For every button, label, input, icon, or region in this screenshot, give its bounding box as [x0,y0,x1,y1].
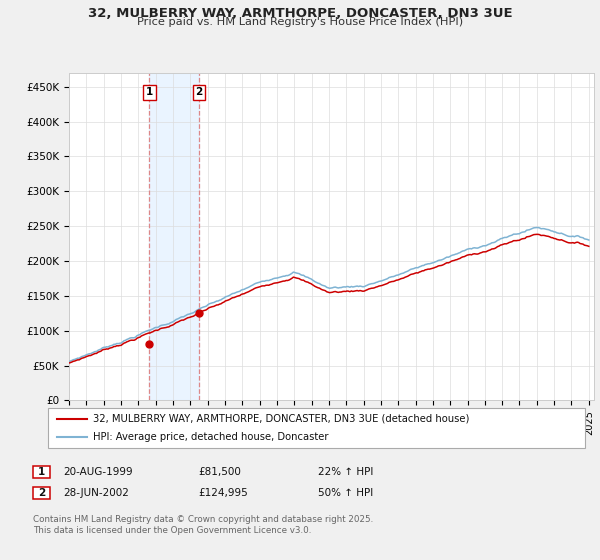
Text: 32, MULBERRY WAY, ARMTHORPE, DONCASTER, DN3 3UE (detached house): 32, MULBERRY WAY, ARMTHORPE, DONCASTER, … [93,414,469,424]
Text: Price paid vs. HM Land Registry's House Price Index (HPI): Price paid vs. HM Land Registry's House … [137,17,463,27]
Text: 1: 1 [146,87,153,97]
Text: 1: 1 [38,467,45,477]
Text: HPI: Average price, detached house, Doncaster: HPI: Average price, detached house, Donc… [93,432,329,442]
Text: 2: 2 [38,488,45,498]
Text: Contains HM Land Registry data © Crown copyright and database right 2025.
This d: Contains HM Land Registry data © Crown c… [33,515,373,535]
Bar [149,73,199,400]
Text: £81,500: £81,500 [198,467,241,477]
Text: 22% ↑ HPI: 22% ↑ HPI [318,467,373,477]
Text: 20-AUG-1999: 20-AUG-1999 [63,467,133,477]
Text: 50% ↑ HPI: 50% ↑ HPI [318,488,373,498]
Text: 28-JUN-2002: 28-JUN-2002 [63,488,129,498]
Text: 2: 2 [195,87,202,97]
Text: 32, MULBERRY WAY, ARMTHORPE, DONCASTER, DN3 3UE: 32, MULBERRY WAY, ARMTHORPE, DONCASTER, … [88,7,512,20]
Text: £124,995: £124,995 [198,488,248,498]
